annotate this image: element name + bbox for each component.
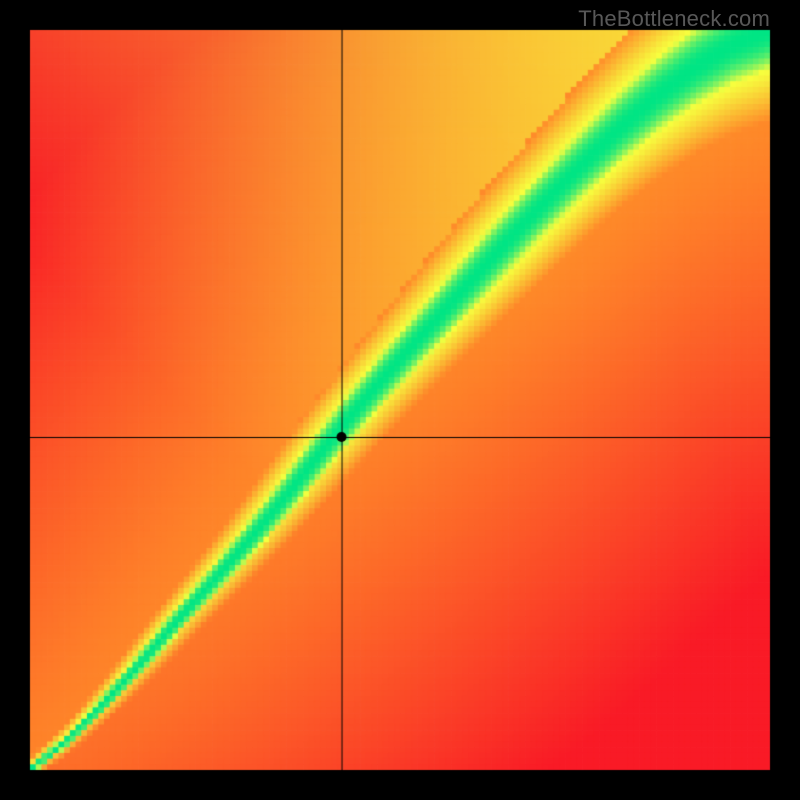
chart-container: TheBottleneck.com — [0, 0, 800, 800]
heatmap-canvas — [0, 0, 800, 800]
watermark-text: TheBottleneck.com — [578, 6, 770, 32]
